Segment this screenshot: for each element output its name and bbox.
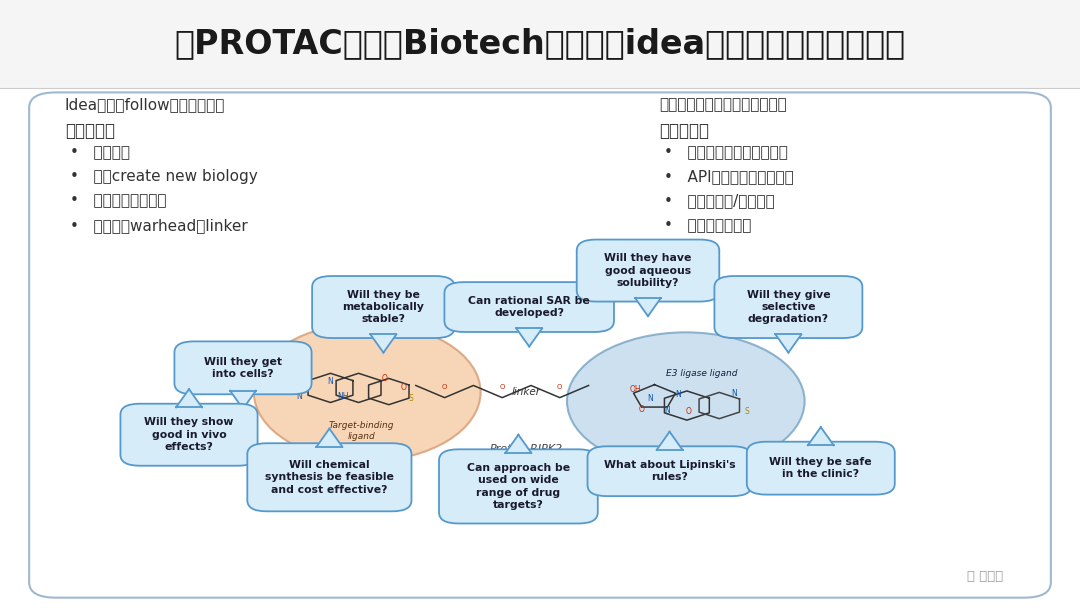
FancyBboxPatch shape xyxy=(175,342,311,394)
Polygon shape xyxy=(808,427,834,445)
Text: O: O xyxy=(686,407,692,416)
Text: •   成药性：溶解性和稳定性: • 成药性：溶解性和稳定性 xyxy=(664,145,788,160)
Polygon shape xyxy=(176,389,202,407)
Polygon shape xyxy=(505,435,531,453)
Text: •   制剂：口服/注射工艺: • 制剂：口服/注射工艺 xyxy=(664,193,775,209)
Text: •   选择什么warhead和linker: • 选择什么warhead和linker xyxy=(70,218,248,233)
Text: ligand: ligand xyxy=(348,432,376,441)
Text: Will they get
into cells?: Will they get into cells? xyxy=(204,357,282,379)
Text: 运气更重要: 运气更重要 xyxy=(65,122,114,140)
FancyBboxPatch shape xyxy=(312,276,455,338)
Polygon shape xyxy=(516,328,542,347)
Text: E3 ligase ligand: E3 ligase ligand xyxy=(666,370,738,378)
Text: Idea（可以follow，公开查询）: Idea（可以follow，公开查询） xyxy=(65,97,225,112)
Text: O: O xyxy=(442,384,447,390)
Text: Will they show
good in vivo
effects?: Will they show good in vivo effects? xyxy=(145,417,233,452)
Text: N: N xyxy=(647,394,653,402)
Text: N: N xyxy=(296,392,302,401)
Text: N: N xyxy=(664,406,671,415)
Text: O: O xyxy=(557,384,563,390)
Polygon shape xyxy=(230,391,256,409)
FancyBboxPatch shape xyxy=(29,92,1051,598)
Polygon shape xyxy=(775,334,801,353)
Text: O: O xyxy=(381,374,388,382)
Text: NH: NH xyxy=(338,392,349,401)
Text: •   靶点选择: • 靶点选择 xyxy=(70,145,131,160)
Text: Will chemical
synthesis be feasible
and cost effective?: Will chemical synthesis be feasible and … xyxy=(265,460,394,495)
Text: linker: linker xyxy=(512,387,540,397)
Ellipse shape xyxy=(254,323,481,461)
Text: •   API：工艺难度和可行性: • API：工艺难度和可行性 xyxy=(664,169,794,184)
Text: Protac_RIPK2: Protac_RIPK2 xyxy=(489,443,563,454)
Polygon shape xyxy=(635,298,661,316)
Text: •   质控：杂质研究: • 质控：杂质研究 xyxy=(664,218,752,233)
FancyBboxPatch shape xyxy=(445,282,613,332)
Text: 实力更重要: 实力更重要 xyxy=(659,122,708,140)
Text: O: O xyxy=(500,384,504,390)
Text: •   能否create new biology: • 能否create new biology xyxy=(70,169,258,184)
Text: Will they be safe
in the clinic?: Will they be safe in the clinic? xyxy=(769,457,873,479)
Text: N: N xyxy=(675,390,681,399)
FancyBboxPatch shape xyxy=(588,446,752,496)
Text: OH: OH xyxy=(630,385,640,394)
Text: ⦿ 药时代: ⦿ 药时代 xyxy=(967,570,1003,583)
Text: Will they be
metabolically
stable?: Will they be metabolically stable? xyxy=(342,289,424,325)
Text: •   是否有不可替代性: • 是否有不可替代性 xyxy=(70,193,166,209)
Text: N: N xyxy=(731,389,738,398)
Text: S: S xyxy=(745,407,750,416)
Text: Can approach be
used on wide
range of drug
targets?: Can approach be used on wide range of dr… xyxy=(467,463,570,510)
Text: N: N xyxy=(299,378,306,386)
Text: 落地能力（没人告诉你怎么做）: 落地能力（没人告诉你怎么做） xyxy=(659,97,786,112)
Text: Can rational SAR be
developed?: Can rational SAR be developed? xyxy=(469,296,590,318)
Text: N: N xyxy=(327,378,334,386)
FancyBboxPatch shape xyxy=(715,276,862,338)
Text: Will they give
selective
degradation?: Will they give selective degradation? xyxy=(746,289,831,325)
Polygon shape xyxy=(657,432,683,450)
Text: Will they have
good aqueous
solubility?: Will they have good aqueous solubility? xyxy=(605,253,691,288)
Polygon shape xyxy=(370,334,396,353)
Text: What about Lipinski's
rules?: What about Lipinski's rules? xyxy=(604,460,735,482)
Text: Target-binding: Target-binding xyxy=(329,421,394,430)
FancyBboxPatch shape xyxy=(0,0,1080,88)
FancyBboxPatch shape xyxy=(438,449,598,523)
Text: 以PROTAC为例：Biotech拼的不是idea，而是越沟落地的能力: 以PROTAC为例：Biotech拼的不是idea，而是越沟落地的能力 xyxy=(175,27,905,60)
Text: O: O xyxy=(638,405,645,413)
FancyBboxPatch shape xyxy=(747,441,894,495)
Polygon shape xyxy=(316,429,342,447)
FancyBboxPatch shape xyxy=(577,240,719,302)
FancyBboxPatch shape xyxy=(120,404,257,466)
Ellipse shape xyxy=(567,333,805,470)
FancyBboxPatch shape xyxy=(247,443,411,511)
Text: S: S xyxy=(408,395,413,403)
Text: O: O xyxy=(401,384,407,392)
